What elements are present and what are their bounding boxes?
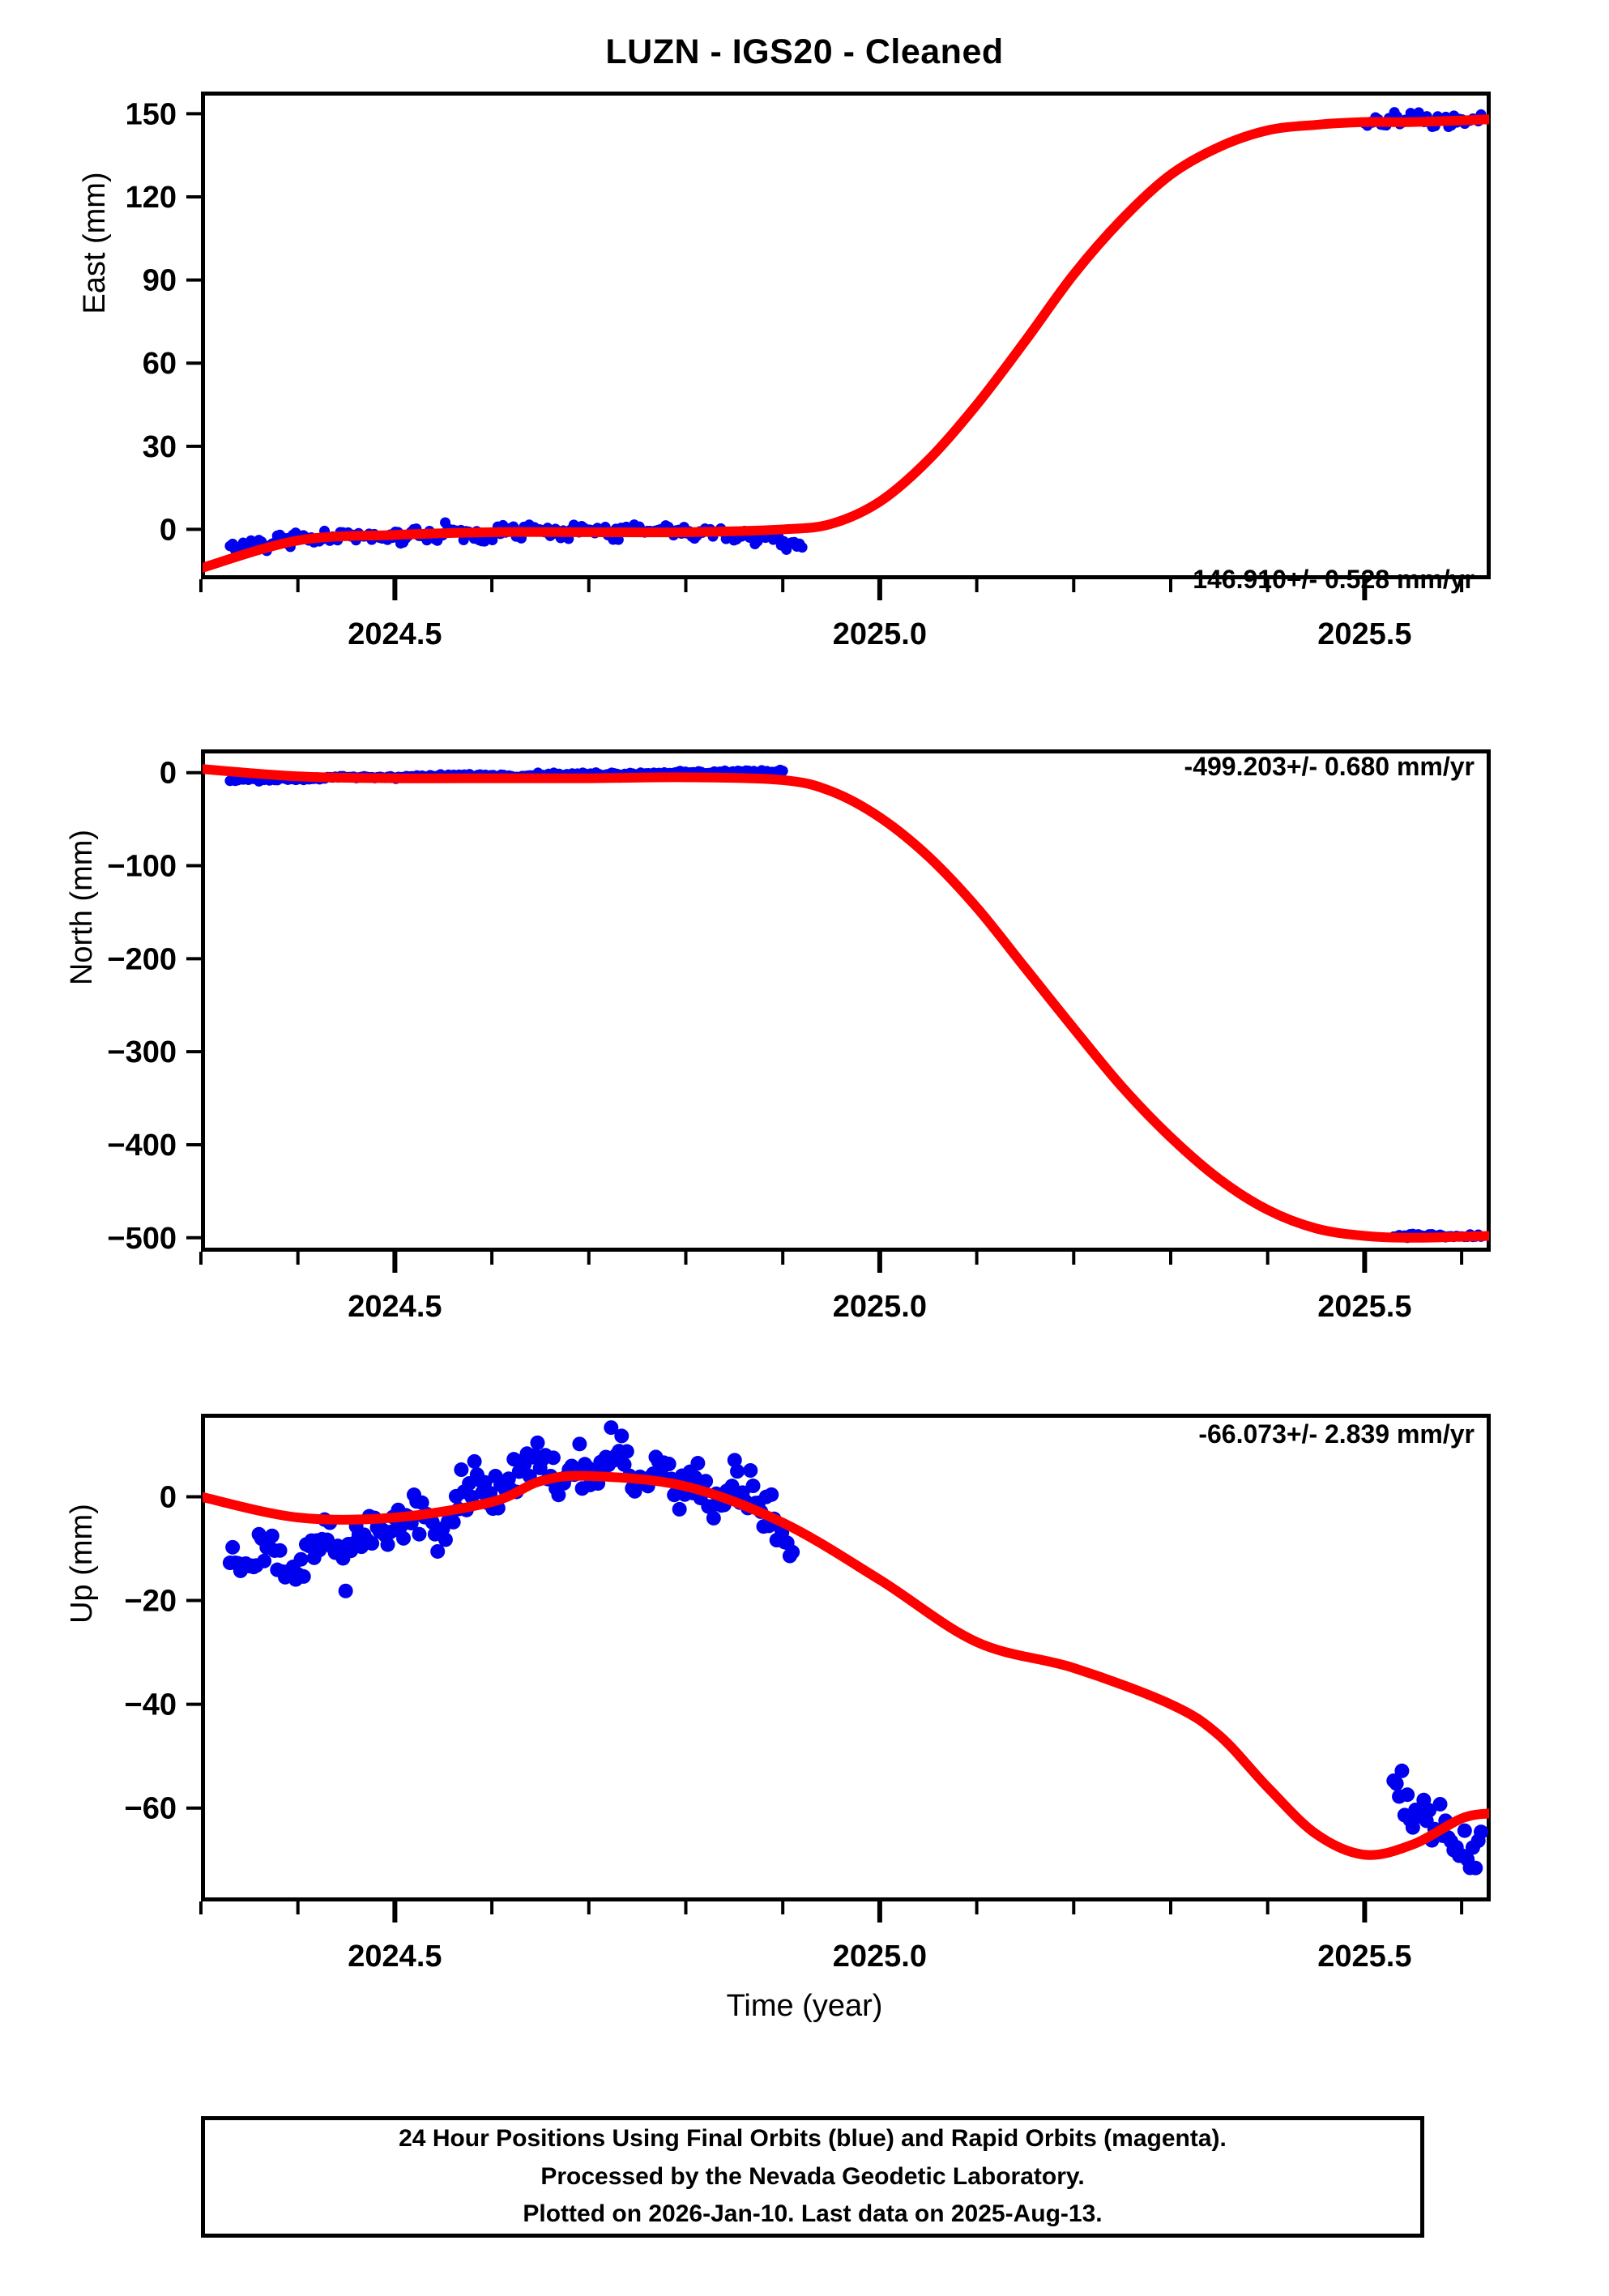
- y-tick-label: −400: [107, 1129, 177, 1163]
- model-fit-line: [203, 1470, 1489, 1860]
- y-tick-label: 0: [160, 757, 177, 791]
- data-point: [727, 1453, 742, 1468]
- data-point: [530, 1435, 545, 1450]
- y-tick-label: 150: [126, 97, 177, 131]
- data-point: [551, 1487, 566, 1503]
- data-point: [617, 1457, 632, 1472]
- y-tick-label: −20: [125, 1585, 177, 1619]
- x-tick-label: 2025.5: [1317, 617, 1411, 651]
- data-point: [1413, 107, 1424, 118]
- data-point: [796, 542, 808, 553]
- plot-frame-east: [201, 92, 1491, 579]
- data-point: [414, 1495, 429, 1510]
- x-tick-label: 2025.5: [1317, 1290, 1411, 1324]
- y-tick-label: 60: [143, 347, 177, 381]
- data-point: [743, 1463, 758, 1479]
- data-point: [614, 1428, 630, 1444]
- y-tick-label: 0: [160, 1480, 177, 1514]
- data-point: [412, 1526, 427, 1542]
- panel-north-graphics: 0 −100 −200 −300 −400 −500 2024.5 2025.0 2025.5: [107, 757, 1489, 1324]
- data-point: [745, 1479, 761, 1494]
- footer-caption-box: 24 Hour Positions Using Final Orbits (bl…: [201, 2116, 1424, 2238]
- data-point: [501, 1471, 516, 1487]
- y-tick-label: 120: [126, 181, 177, 215]
- data-point: [1405, 1820, 1420, 1835]
- x-tick-label: 2024.5: [348, 1940, 442, 1974]
- rate-annotation-east: 146.910+/- 0.528 mm/yr: [1193, 565, 1475, 594]
- x-tick-label: 2024.5: [348, 617, 442, 651]
- x-tick-label: 2025.5: [1317, 1940, 1411, 1974]
- data-point: [690, 1456, 706, 1471]
- panel-east-graphics: 0 30 60 90 120 150 2024.5 2025.0 2025.5: [126, 97, 1489, 651]
- y-tick-label: −60: [125, 1792, 177, 1826]
- y-tick-label: −200: [107, 942, 177, 976]
- data-point: [572, 1436, 587, 1452]
- data-point: [1432, 1796, 1448, 1812]
- data-point: [446, 1514, 461, 1530]
- x-tick-label: 2025.0: [833, 1290, 927, 1324]
- data-point: [296, 1568, 311, 1584]
- page-title: LUZN - IGS20 - Cleaned: [605, 32, 1004, 71]
- data-point: [425, 1514, 440, 1530]
- data-point: [619, 1444, 634, 1459]
- data-point: [365, 1536, 380, 1551]
- footer-line-2: Processed by the Nevada Geodetic Laborat…: [540, 2162, 1085, 2190]
- data-point: [604, 1420, 619, 1436]
- rate-annotation-up: -66.073+/- 2.839 mm/yr: [1198, 1419, 1475, 1449]
- y-tick-label: −40: [125, 1688, 177, 1722]
- data-point: [785, 1544, 800, 1560]
- data-point: [264, 1528, 280, 1543]
- data-point: [454, 1462, 469, 1478]
- y-tick-label: −500: [107, 1222, 177, 1256]
- data-point: [1422, 1803, 1437, 1818]
- data-point: [1389, 1776, 1404, 1791]
- model-fit-line: [203, 764, 1489, 1243]
- data-point: [1400, 1787, 1415, 1803]
- data-point: [698, 1474, 714, 1489]
- data-point: [293, 1551, 309, 1567]
- data-point: [672, 1501, 687, 1517]
- data-point: [338, 1583, 353, 1598]
- panel-up-graphics: 0 −20 −40 −60 2024.5 2025.0 2025.5: [125, 1420, 1489, 1974]
- data-point: [730, 1464, 745, 1479]
- data-point: [430, 1543, 446, 1559]
- data-point: [1474, 1824, 1489, 1840]
- data-point: [225, 1539, 241, 1555]
- footer-line-1: 24 Hour Positions Using Final Orbits (bl…: [399, 2125, 1227, 2153]
- footer-line-3: Plotted on 2026-Jan-10. Last data on 202…: [523, 2200, 1103, 2228]
- y-tick-label: 30: [143, 430, 177, 464]
- data-point: [396, 1530, 412, 1546]
- data-point: [764, 1487, 779, 1502]
- y-tick-label: −100: [107, 850, 177, 884]
- data-point: [467, 1453, 482, 1469]
- data-point: [545, 1450, 561, 1466]
- x-tick-label: 2024.5: [348, 1290, 442, 1324]
- data-point: [437, 1532, 453, 1547]
- data-point: [1457, 1823, 1472, 1838]
- data-point: [257, 1553, 272, 1568]
- x-tick-label: 2025.0: [833, 1940, 927, 1974]
- data-point: [1468, 1860, 1483, 1876]
- y-tick-label: 0: [160, 513, 177, 547]
- data-point: [724, 1479, 740, 1494]
- model-fit-line: [203, 114, 1489, 573]
- data-point: [706, 1510, 721, 1526]
- plot-frame-north: [201, 749, 1491, 1252]
- y-tick-label: −300: [107, 1035, 177, 1069]
- rate-annotation-north: -499.203+/- 0.680 mm/yr: [1184, 752, 1475, 781]
- data-point: [1394, 1763, 1410, 1778]
- x-axis-title: Time (year): [726, 1989, 883, 2023]
- data-point: [272, 1543, 288, 1558]
- data-point: [661, 1457, 676, 1472]
- x-tick-label: 2025.0: [833, 617, 927, 651]
- y-tick-label: 90: [143, 264, 177, 298]
- data-point: [777, 766, 788, 777]
- data-point: [380, 1537, 395, 1552]
